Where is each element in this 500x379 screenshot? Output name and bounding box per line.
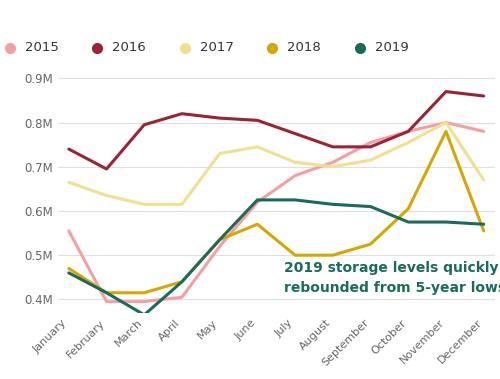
Text: Texas and Louisiana Underground Storage by Year (MMcf Working): Texas and Louisiana Underground Storage … [7, 9, 493, 23]
Text: 2018: 2018 [288, 41, 321, 54]
Text: 2016: 2016 [112, 41, 146, 54]
Text: 2017: 2017 [200, 41, 234, 54]
Text: 2019 storage levels quickly
rebounded from 5-year lows: 2019 storage levels quickly rebounded fr… [284, 262, 500, 295]
Text: 2019: 2019 [375, 41, 409, 54]
Text: 2015: 2015 [25, 41, 59, 54]
